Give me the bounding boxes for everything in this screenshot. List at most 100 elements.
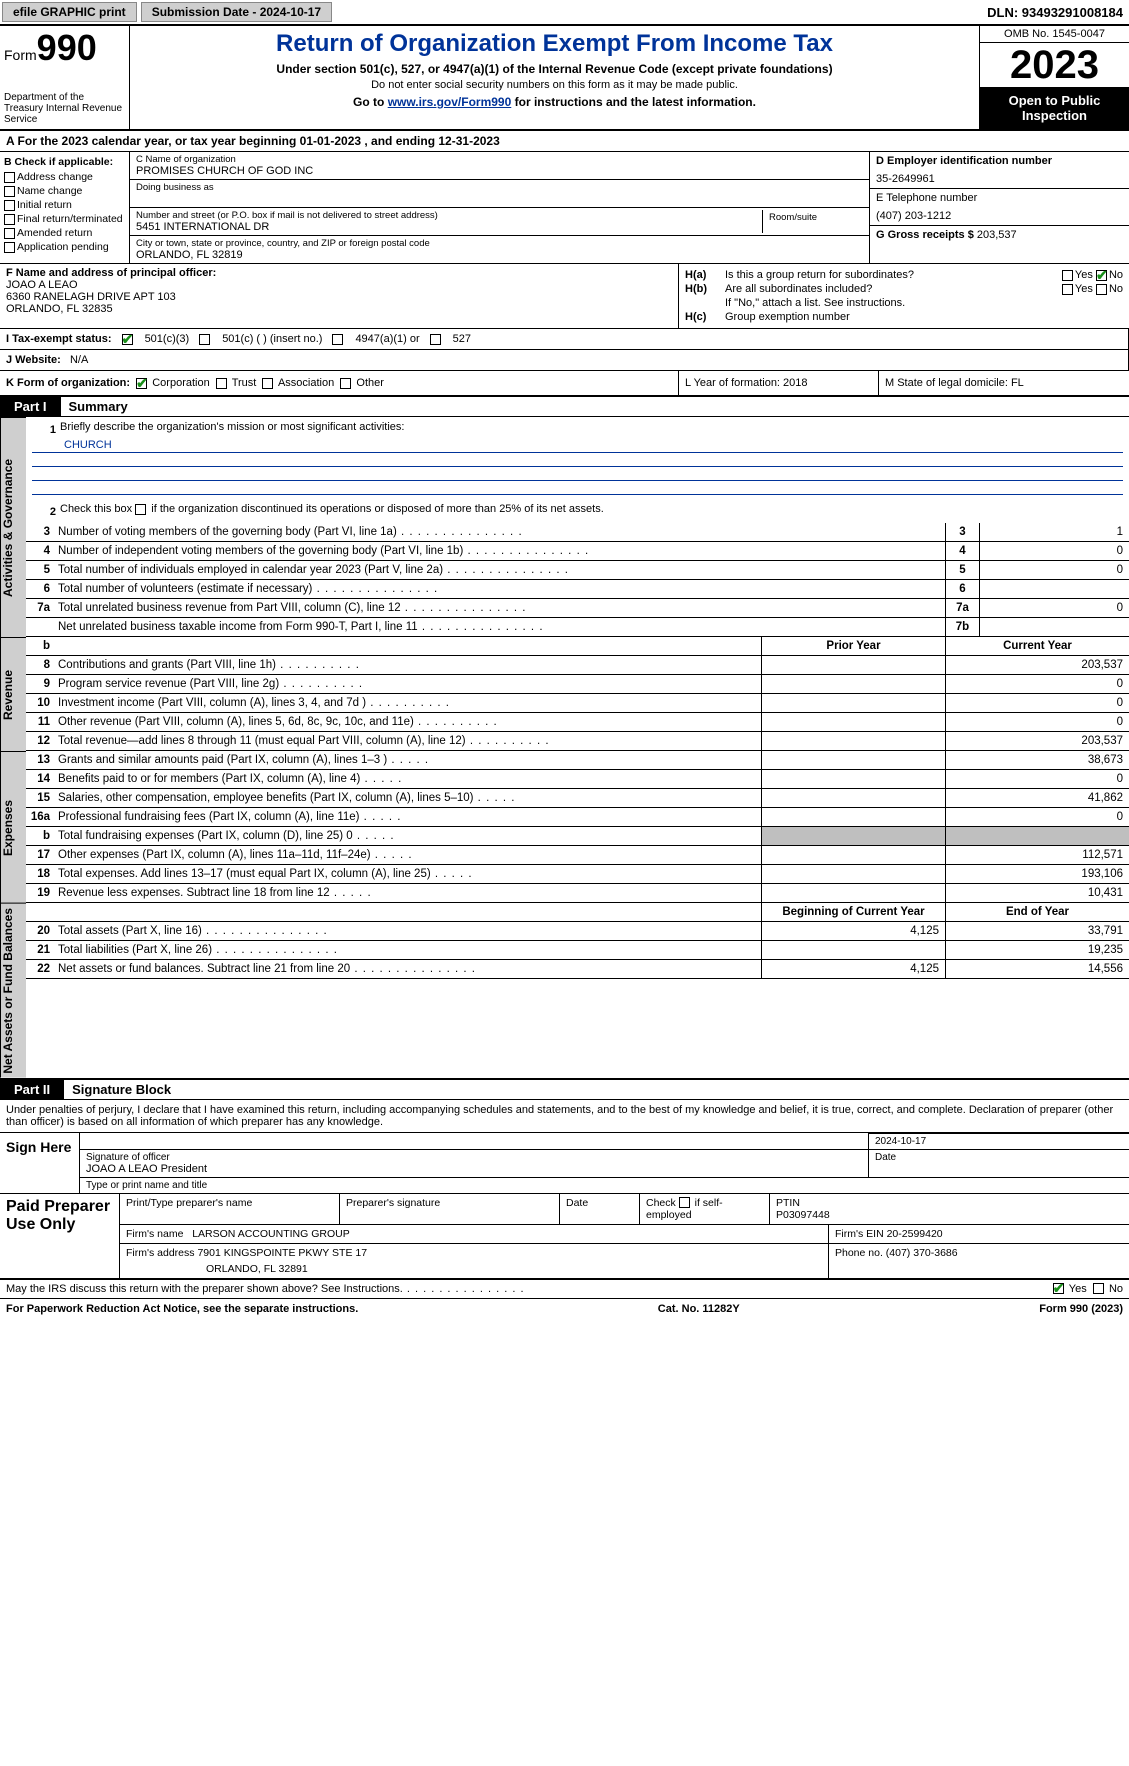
cb-amended-return[interactable] xyxy=(4,228,15,239)
gov-value: 1 xyxy=(979,523,1129,541)
prior-val xyxy=(761,694,945,712)
row-klm: K Form of organization: Corporation Trus… xyxy=(0,371,1129,397)
end-year-hdr: End of Year xyxy=(945,903,1129,921)
row-desc: Investment income (Part VIII, column (A)… xyxy=(54,694,761,712)
cb-discontinued[interactable] xyxy=(135,504,146,515)
prior-year-hdr: Prior Year xyxy=(761,637,945,655)
form990-link[interactable]: www.irs.gov/Form990 xyxy=(388,95,512,109)
box-b: B Check if applicable: Address change Na… xyxy=(0,152,130,263)
prior-val xyxy=(761,770,945,788)
cb-corporation[interactable] xyxy=(136,378,147,389)
table-row: 11 Other revenue (Part VIII, column (A),… xyxy=(26,713,1129,732)
cb-ha-yes[interactable] xyxy=(1062,270,1073,281)
cb-discuss-yes[interactable] xyxy=(1053,1283,1064,1294)
gov-desc: Number of independent voting members of … xyxy=(54,542,945,560)
gov-linenum: 7a xyxy=(945,599,979,617)
part2-tag: Part II xyxy=(0,1080,64,1099)
row-desc: Program service revenue (Part VIII, line… xyxy=(54,675,761,693)
row-desc: Total liabilities (Part X, line 26) xyxy=(54,941,761,959)
perjury-text: Under penalties of perjury, I declare th… xyxy=(0,1100,1129,1133)
prior-val xyxy=(761,713,945,731)
cb-name-change[interactable] xyxy=(4,186,15,197)
gov-row: 7a Total unrelated business revenue from… xyxy=(26,599,1129,618)
gov-linenum: 7b xyxy=(945,618,979,636)
firm-addr2: ORLANDO, FL 32891 xyxy=(126,1263,822,1275)
gov-value xyxy=(979,580,1129,598)
gov-row: 6 Total number of volunteers (estimate i… xyxy=(26,580,1129,599)
website-value: N/A xyxy=(70,354,88,366)
row-desc: Total assets (Part X, line 16) xyxy=(54,922,761,940)
officer-label: F Name and address of principal officer: xyxy=(6,267,216,279)
prior-val xyxy=(761,789,945,807)
gov-linenum: 4 xyxy=(945,542,979,560)
row-desc: Benefits paid to or for members (Part IX… xyxy=(54,770,761,788)
current-val: 10,431 xyxy=(945,884,1129,902)
cb-final-return[interactable] xyxy=(4,214,15,225)
row-desc: Contributions and grants (Part VIII, lin… xyxy=(54,656,761,674)
cb-application-pending[interactable] xyxy=(4,242,15,253)
cb-initial-return[interactable] xyxy=(4,200,15,211)
table-row: 15 Salaries, other compensation, employe… xyxy=(26,789,1129,808)
section-bcdeg: B Check if applicable: Address change Na… xyxy=(0,152,1129,264)
efile-button[interactable]: efile GRAPHIC print xyxy=(2,2,137,22)
cb-501c[interactable] xyxy=(199,334,210,345)
cb-527[interactable] xyxy=(430,334,441,345)
table-row: 21 Total liabilities (Part X, line 26) 1… xyxy=(26,941,1129,960)
form-org-label: K Form of organization: xyxy=(6,377,130,389)
omb-number: OMB No. 1545-0047 xyxy=(980,26,1129,43)
street-address: 5451 INTERNATIONAL DR xyxy=(136,221,762,233)
cb-address-change[interactable] xyxy=(4,172,15,183)
prep-sig-hdr: Preparer's signature xyxy=(340,1194,560,1224)
mission-label: Briefly describe the organization's miss… xyxy=(60,421,404,439)
cb-hb-yes[interactable] xyxy=(1062,284,1073,295)
firm-phone: (407) 370-3686 xyxy=(886,1247,958,1259)
current-val: 33,791 xyxy=(945,922,1129,940)
ein-label: D Employer identification number xyxy=(876,155,1123,167)
row-desc: Other revenue (Part VIII, column (A), li… xyxy=(54,713,761,731)
part2-header: Part II Signature Block xyxy=(0,1080,1129,1100)
cb-501c3[interactable] xyxy=(122,334,133,345)
part1-tag: Part I xyxy=(0,397,61,416)
hb-text: Are all subordinates included? xyxy=(725,283,1062,295)
room-label: Room/suite xyxy=(769,212,857,223)
box-f: F Name and address of principal officer:… xyxy=(0,264,679,328)
gross-label: G Gross receipts $ xyxy=(876,229,974,241)
cb-association[interactable] xyxy=(262,378,273,389)
ha-label: H(a) xyxy=(685,269,725,281)
prior-val xyxy=(761,846,945,864)
prep-selfemp: Check if self-employed xyxy=(640,1194,770,1224)
box-h: H(a) Is this a group return for subordin… xyxy=(679,264,1129,328)
cb-hb-no[interactable] xyxy=(1096,284,1107,295)
part2-title: Signature Block xyxy=(64,1080,179,1099)
current-val: 0 xyxy=(945,808,1129,826)
ptin-label: PTIN xyxy=(776,1197,800,1209)
subtitle-2: Do not enter social security numbers on … xyxy=(136,79,973,91)
cb-ha-no[interactable] xyxy=(1096,270,1107,281)
state-domicile: M State of legal domicile: FL xyxy=(879,371,1129,395)
prior-val xyxy=(761,656,945,674)
department-text: Department of the Treasury Internal Reve… xyxy=(4,92,125,125)
paperwork-notice: For Paperwork Reduction Act Notice, see … xyxy=(6,1303,358,1315)
form-title: Return of Organization Exempt From Incom… xyxy=(136,30,973,58)
cb-other-org[interactable] xyxy=(340,378,351,389)
cb-4947[interactable] xyxy=(332,334,343,345)
cb-trust[interactable] xyxy=(216,378,227,389)
current-val: 203,537 xyxy=(945,732,1129,750)
current-val: 112,571 xyxy=(945,846,1129,864)
table-row: b Total fundraising expenses (Part IX, c… xyxy=(26,827,1129,846)
row-desc: Other expenses (Part IX, column (A), lin… xyxy=(54,846,761,864)
cb-self-employed[interactable] xyxy=(679,1197,690,1208)
gov-desc: Net unrelated business taxable income fr… xyxy=(54,618,945,636)
vtab-netassets: Net Assets or Fund Balances xyxy=(0,903,26,1078)
org-name-label: C Name of organization xyxy=(136,154,863,165)
prior-val xyxy=(761,808,945,826)
current-val: 193,106 xyxy=(945,865,1129,883)
box-c: C Name of organization PROMISES CHURCH O… xyxy=(130,152,869,263)
cb-discuss-no[interactable] xyxy=(1093,1283,1104,1294)
prior-val xyxy=(761,827,945,845)
row-desc: Total fundraising expenses (Part IX, col… xyxy=(54,827,761,845)
table-row: 19 Revenue less expenses. Subtract line … xyxy=(26,884,1129,903)
row-desc: Total expenses. Add lines 13–17 (must eq… xyxy=(54,865,761,883)
firm-addr1: 7901 KINGSPOINTE PKWY STE 17 xyxy=(197,1247,367,1259)
prior-val xyxy=(761,884,945,902)
